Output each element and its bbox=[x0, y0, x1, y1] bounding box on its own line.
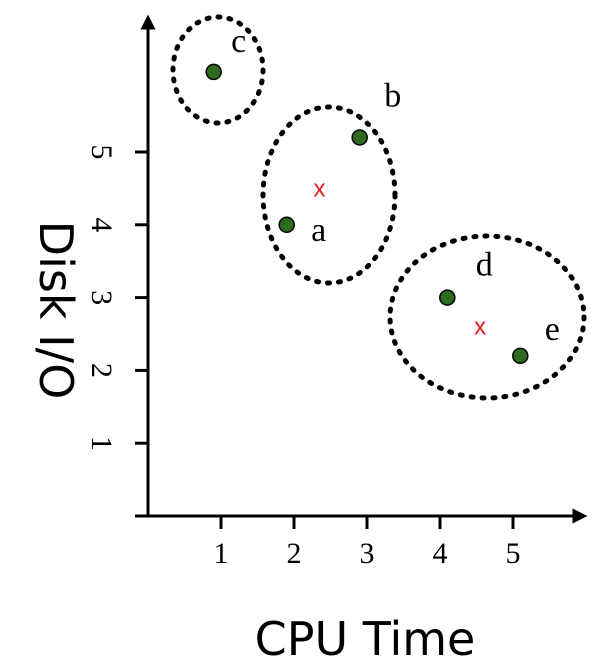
centroid-marker: x bbox=[474, 314, 486, 341]
y-tick-label: 3 bbox=[85, 290, 118, 305]
x-tick-label: 5 bbox=[506, 537, 521, 570]
axes bbox=[135, 14, 588, 524]
data-point-d bbox=[439, 289, 456, 306]
point-label-c: c bbox=[231, 23, 246, 60]
point-labels: a b c d e bbox=[231, 23, 560, 348]
x-tick-label: 1 bbox=[214, 537, 229, 570]
ticks bbox=[135, 150, 515, 529]
y-tick-label: 1 bbox=[85, 436, 118, 451]
point-label-e: e bbox=[545, 311, 560, 348]
cluster-outlines bbox=[170, 14, 587, 401]
tick-labels: 1 2 3 4 5 1 2 3 4 5 bbox=[85, 145, 521, 571]
data-point-b bbox=[351, 129, 368, 146]
cluster-outline-c bbox=[170, 14, 266, 126]
y-tick-label: 4 bbox=[85, 217, 118, 232]
data-point-e bbox=[512, 347, 529, 365]
point-label-d: d bbox=[476, 247, 493, 284]
data-points bbox=[205, 63, 529, 365]
x-tick-label: 3 bbox=[360, 537, 375, 570]
cluster-outline-ab bbox=[260, 104, 398, 286]
data-point-a bbox=[278, 216, 295, 234]
point-label-a: a bbox=[311, 212, 326, 249]
x-tick-label: 2 bbox=[287, 537, 302, 570]
x-axis-title: CPU Time bbox=[255, 612, 476, 666]
cluster-outline-de bbox=[387, 233, 587, 401]
data-point-c bbox=[205, 63, 222, 81]
y-axis-title: Disk I/O bbox=[29, 221, 83, 400]
x-tick-label: 4 bbox=[433, 537, 448, 570]
centroid-marker: x bbox=[314, 175, 326, 202]
centroids: xx bbox=[314, 175, 487, 340]
y-tick-label: 2 bbox=[85, 363, 118, 378]
y-tick-label: 5 bbox=[85, 145, 118, 160]
point-label-b: b bbox=[384, 77, 401, 114]
